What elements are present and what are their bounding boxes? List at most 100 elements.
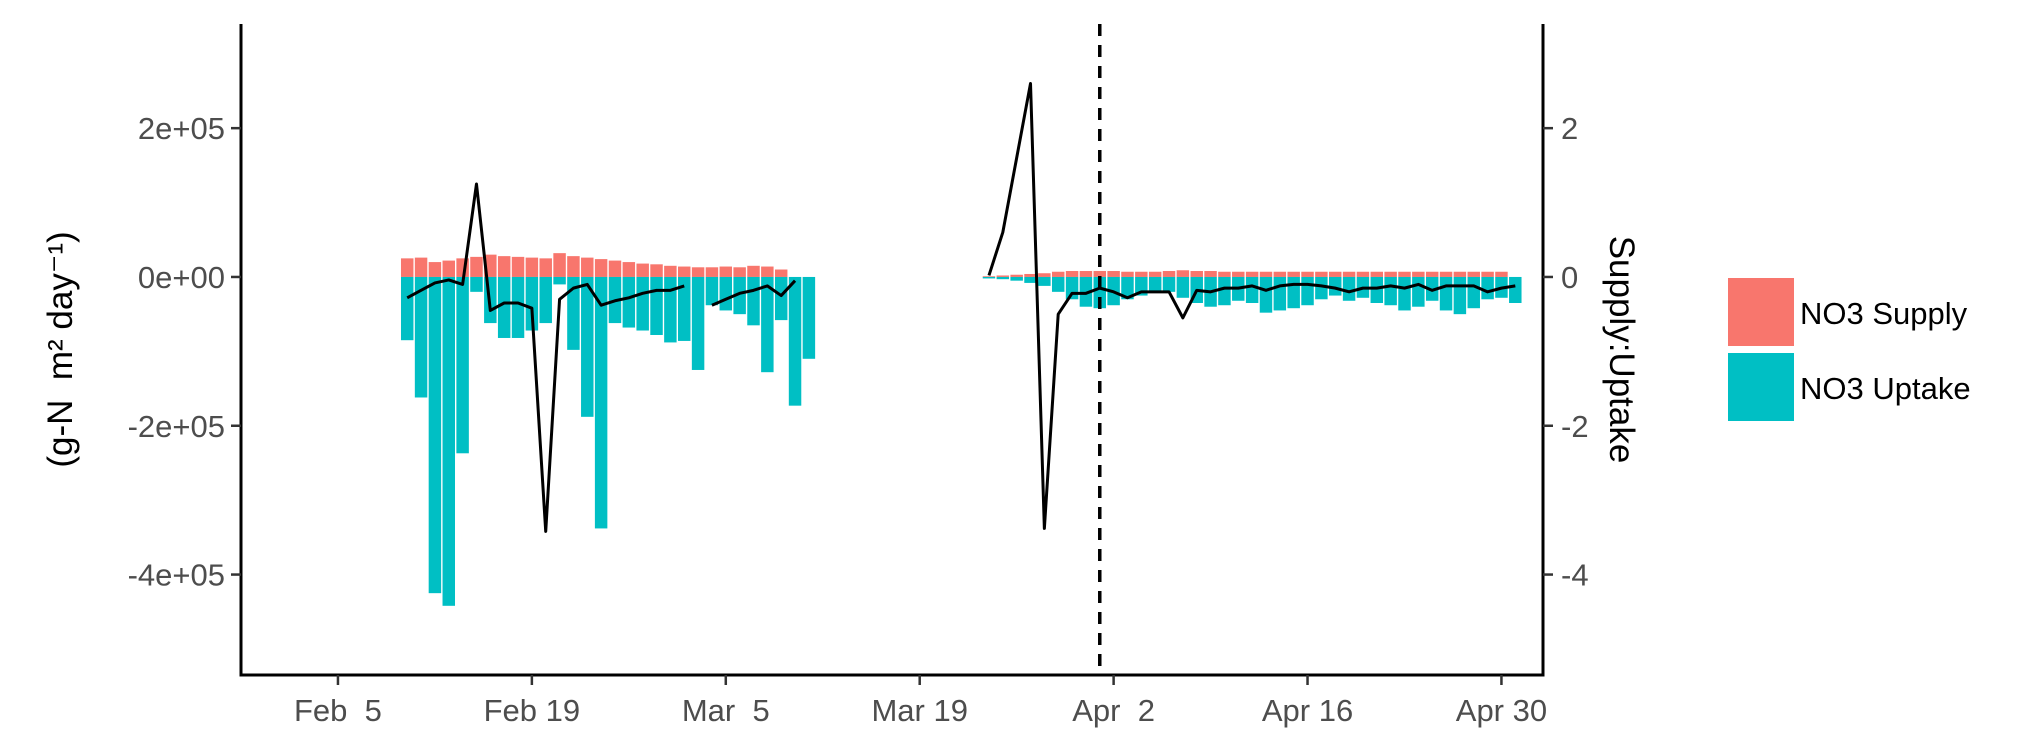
no3-uptake-bar [511, 276, 525, 338]
bars-layer [400, 253, 1522, 606]
no3-supply-bar [1010, 274, 1023, 277]
no3-supply-bar [400, 258, 414, 277]
no3-supply-bar [1190, 271, 1203, 277]
no3-supply-bar [1384, 271, 1397, 277]
no3-supply-bar [581, 257, 594, 277]
no3-supply-bar [761, 266, 774, 277]
no3-uptake-bar [1121, 276, 1134, 300]
x-tick-label: Apr 2 [1072, 693, 1155, 728]
no3-uptake-bar [1342, 276, 1356, 301]
no3-supply-bar [1398, 271, 1411, 277]
no3-supply-bar [1121, 271, 1134, 277]
no3-supply-bar [1481, 271, 1494, 277]
no3-uptake-bar [1481, 276, 1494, 300]
no3-supply-bar [982, 276, 996, 277]
y-left-tick-label: 2e+05 [138, 111, 225, 146]
no3-supply-bar [1245, 271, 1259, 277]
no3-supply-bar [1356, 271, 1370, 277]
no3-uptake-bar [1384, 276, 1397, 306]
no3-uptake-bar [996, 276, 1010, 280]
supply-uptake-ratio-line-segment [406, 182, 685, 533]
x-tick-label: Feb 19 [484, 693, 581, 728]
no3-uptake-bar [1218, 276, 1231, 306]
no3-supply-bar [1425, 271, 1439, 277]
x-tick-label: Mar 19 [871, 693, 967, 728]
no3-supply-bar [428, 262, 442, 277]
x-tick-label: Apr 30 [1456, 693, 1547, 728]
no3-supply-bar [691, 267, 705, 277]
no3-supply-bar [1218, 271, 1231, 277]
no3-supply-bar [636, 263, 649, 277]
no3-uptake-bar [1301, 276, 1314, 306]
no3-uptake-bar [553, 276, 566, 285]
no3-supply-bar [1259, 271, 1273, 277]
no3-uptake-bar [1051, 276, 1065, 292]
no3-uptake-bar [1439, 276, 1453, 311]
no3-supply-bar [1301, 271, 1314, 277]
no3-supply-bar [1412, 271, 1425, 277]
y-left-tick-label: -2e+05 [128, 409, 225, 444]
no3-supply-bar [442, 260, 455, 277]
no3-uptake-bar [456, 276, 469, 454]
no3-uptake-bar [1398, 276, 1411, 311]
no3-uptake-bar [581, 276, 594, 417]
y-right-tick-label: -2 [1561, 409, 1589, 444]
no3-supply-bar [1135, 271, 1148, 277]
no3-uptake-bar [1287, 276, 1300, 309]
no3-uptake-bar [1162, 276, 1176, 292]
legend-swatch-no3-supply [1728, 278, 1794, 346]
no3-supply-bar [1107, 271, 1120, 277]
no3-supply-bar [608, 260, 622, 277]
no3-uptake-bar [539, 276, 552, 324]
no3-uptake-bar [636, 276, 649, 331]
no3-supply-bar [1439, 271, 1453, 277]
no3-supply-bar [747, 265, 760, 277]
supply-uptake-ratio-line-segment [987, 82, 1516, 530]
legend-label-no3-supply: NO3 Supply [1800, 296, 1968, 331]
no3-supply-bar [719, 266, 733, 277]
no3-supply-bar [511, 256, 525, 277]
legend: NO3 Supply NO3 Uptake [1728, 278, 1971, 421]
no3-uptake-bar [622, 276, 636, 328]
no3-supply-bar [1370, 271, 1384, 277]
no3-uptake-bar [664, 276, 677, 343]
no3-supply-bar [650, 264, 663, 277]
no3-uptake-bar [1148, 276, 1162, 292]
no3-uptake-bar [788, 276, 802, 406]
no3-supply-bar [1495, 271, 1508, 277]
no3-uptake-bar [691, 276, 705, 370]
no3-supply-bar [1315, 271, 1328, 277]
no3-supply-bar [1467, 271, 1480, 277]
no3-supply-bar [470, 256, 483, 277]
no3-supply-bar [1329, 271, 1342, 277]
no3-supply-bar [1148, 271, 1162, 277]
no3-supply-bar [539, 258, 552, 277]
no3-uptake-bar [774, 276, 788, 321]
no3-supply-bar [414, 257, 428, 277]
no3-uptake-bar [733, 276, 746, 315]
no3-uptake-bar [678, 276, 691, 341]
no3-supply-bar [705, 267, 719, 277]
no3-uptake-bar [1467, 276, 1480, 309]
y-left-axis-title: (g-N m² day⁻¹) [41, 231, 80, 467]
y-right-tick-label: -4 [1561, 558, 1589, 593]
no3-supply-bar [1024, 273, 1037, 277]
no3-uptake-bar [1412, 276, 1425, 307]
no3-uptake-bar [1024, 276, 1037, 283]
y-right-tick-label: 0 [1561, 260, 1578, 295]
no3-uptake-bar [761, 276, 774, 373]
no3-supply-bar [1176, 270, 1190, 277]
no3-uptake-bar [1370, 276, 1384, 303]
x-tick-label: Feb 5 [294, 693, 382, 728]
no3-uptake-bar [650, 276, 663, 335]
no3-supply-bar [553, 253, 566, 277]
y-right-tick-label: 2 [1561, 111, 1578, 146]
no3-uptake-bar [1010, 276, 1023, 281]
no3-uptake-bar [747, 276, 760, 326]
supply-uptake-ratio-line-segment [711, 279, 797, 307]
no3-uptake-bar [719, 276, 733, 311]
no3-supply-bar [996, 275, 1010, 277]
legend-label-no3-uptake: NO3 Uptake [1800, 371, 1971, 406]
